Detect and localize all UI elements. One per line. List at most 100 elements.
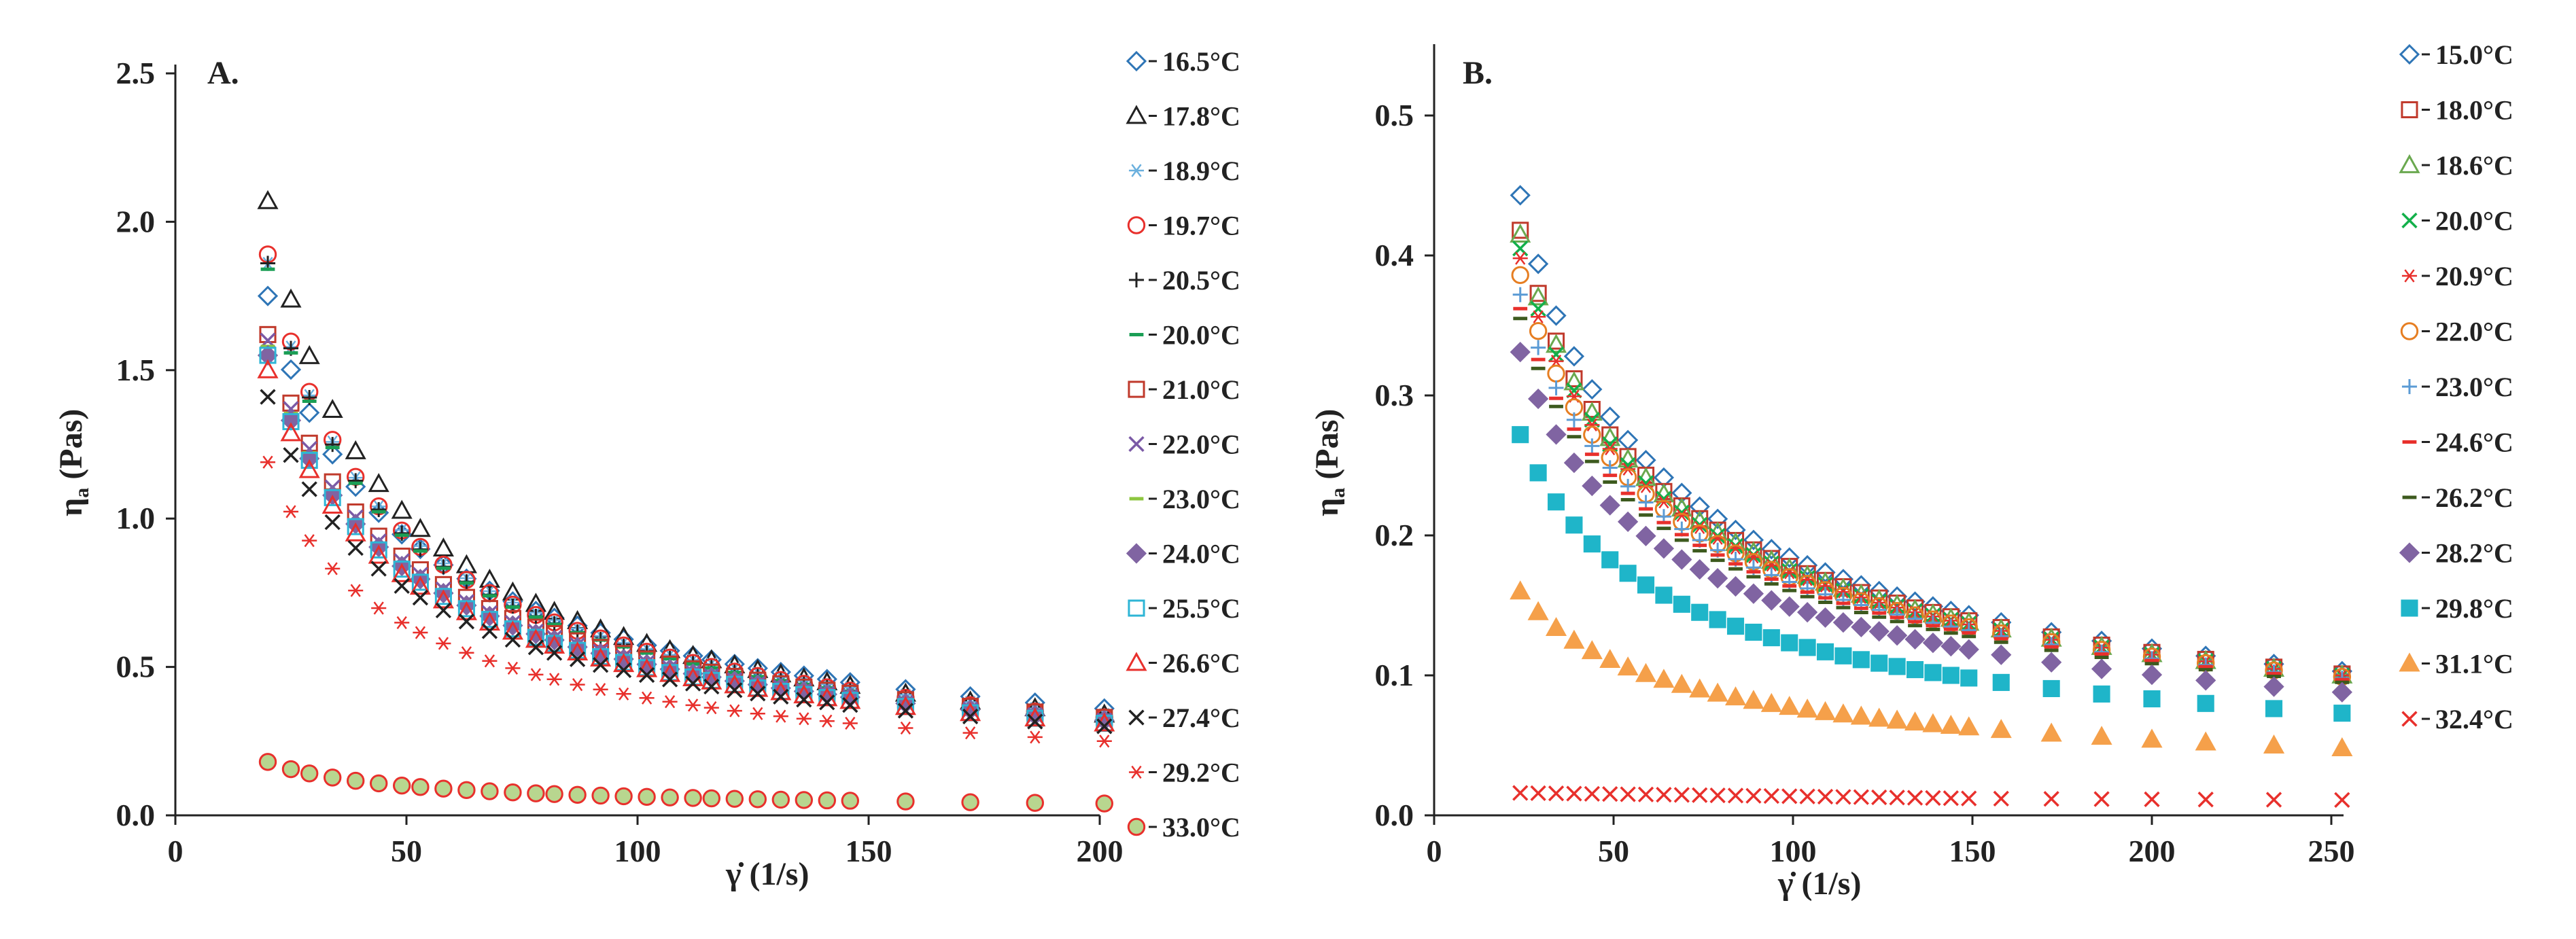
data-point <box>1707 682 1728 702</box>
series-33.0°C <box>258 753 1114 813</box>
legend-item: 22.0°C <box>1128 429 1240 460</box>
data-point <box>842 696 858 713</box>
legend-item: 17.8°C <box>1126 101 1240 132</box>
legend-item: 26.6°C <box>1126 648 1240 679</box>
legend-item: 28.2°C <box>2399 538 2513 569</box>
x-tick-label: 0 <box>168 834 184 868</box>
data-point <box>1871 789 1887 806</box>
y-tick-label: 0.1 <box>1375 658 1414 692</box>
legend-item: 20.9°C <box>2401 261 2513 291</box>
series-29.8°C <box>1512 426 2351 722</box>
legend-item: 23.0°C <box>1129 484 1240 514</box>
data-point <box>661 788 679 807</box>
data-point <box>322 444 343 465</box>
data-point <box>1530 785 1546 801</box>
legend-label: 23.0°C <box>2435 372 2513 402</box>
legend-label: 15.0°C <box>2435 39 2513 70</box>
legend-marker <box>1126 50 1147 72</box>
data-point <box>481 623 498 639</box>
data-point <box>1960 669 1978 687</box>
data-point <box>2263 734 2285 754</box>
data-point <box>2041 652 2062 673</box>
data-point <box>546 645 563 661</box>
data-point <box>1026 794 1045 812</box>
data-point <box>1655 586 1673 604</box>
legend-marker <box>1126 652 1147 671</box>
data-point <box>1689 678 1711 698</box>
x-axis-label-a: γ̇ (1/s) <box>725 856 809 892</box>
series-28.2°C <box>1510 342 2352 703</box>
data-point <box>1527 601 1549 620</box>
data-point <box>1095 794 1114 813</box>
data-point <box>1724 686 1747 706</box>
data-point <box>1761 590 1782 611</box>
data-point <box>370 561 387 577</box>
data-point <box>260 389 276 405</box>
data-point <box>1548 346 1565 363</box>
legend-a: 16.5°C 17.8°C 18.9°C 19.7°C 20.5°C 20.0°C 21.0… <box>1126 46 1240 843</box>
x-tick-label: 250 <box>2308 834 2355 868</box>
data-point <box>283 505 299 518</box>
data-point <box>841 792 860 810</box>
x-tick-label: 100 <box>1770 834 1817 868</box>
data-point <box>1671 482 1692 503</box>
data-point <box>1832 703 1854 723</box>
legend-item: 23.0°C <box>2401 372 2513 402</box>
data-point <box>771 790 790 809</box>
data-point <box>1510 342 1531 363</box>
data-point <box>1546 424 1567 445</box>
y-tick-label: 0.2 <box>1375 518 1414 552</box>
data-point <box>750 707 765 720</box>
data-point <box>1620 786 1636 802</box>
data-point <box>1991 644 2012 665</box>
legend-marker <box>2401 269 2418 283</box>
data-point <box>545 785 563 803</box>
x-tick-label: 50 <box>1598 834 1629 868</box>
legend-marker <box>1127 216 1146 234</box>
data-point <box>1725 575 1746 597</box>
data-point <box>2144 791 2160 808</box>
data-point <box>1727 787 1744 804</box>
data-point <box>413 626 428 639</box>
legend-item: 29.8°C <box>2401 593 2513 624</box>
data-point <box>592 657 609 673</box>
legend-marker <box>1128 765 1145 779</box>
data-point <box>1762 629 1780 647</box>
data-point <box>1907 611 1923 626</box>
data-point <box>434 779 453 798</box>
data-point <box>1619 565 1637 582</box>
legend-label: 20.5°C <box>1162 265 1240 296</box>
x-tick-label: 100 <box>614 834 661 868</box>
data-point <box>796 712 812 726</box>
legend-label: 24.6°C <box>2435 427 2513 458</box>
data-point <box>1529 321 1548 340</box>
legend-label: 19.7°C <box>1162 211 1240 241</box>
y-tick-label: 1.5 <box>116 353 156 387</box>
data-point <box>455 601 477 620</box>
data-point <box>478 611 500 631</box>
legend-label: 20.0°C <box>1162 320 1240 351</box>
data-point <box>394 525 410 541</box>
data-point <box>1940 715 1962 734</box>
legend-label: 26.2°C <box>2435 482 2513 513</box>
data-point <box>1584 785 1600 802</box>
data-point <box>1531 340 1546 355</box>
data-point <box>504 631 521 648</box>
data-point <box>345 440 366 459</box>
data-point <box>1547 493 1565 511</box>
data-point <box>1940 635 1962 657</box>
y-tick-label: 0.0 <box>116 798 156 832</box>
data-point <box>1599 649 1621 669</box>
data-point <box>1868 621 1890 642</box>
data-point <box>391 524 413 545</box>
legend-label: 18.9°C <box>1162 156 1240 186</box>
data-point <box>1531 310 1546 323</box>
legend-marker <box>1128 709 1145 726</box>
data-point <box>1510 580 1531 600</box>
x-ticks-a: 0 50 100 150 200 <box>168 815 1124 868</box>
data-point <box>1709 787 1726 804</box>
data-point <box>1868 707 1890 727</box>
data-point <box>1851 616 1872 638</box>
data-point <box>1906 660 1924 679</box>
data-point <box>661 671 678 688</box>
